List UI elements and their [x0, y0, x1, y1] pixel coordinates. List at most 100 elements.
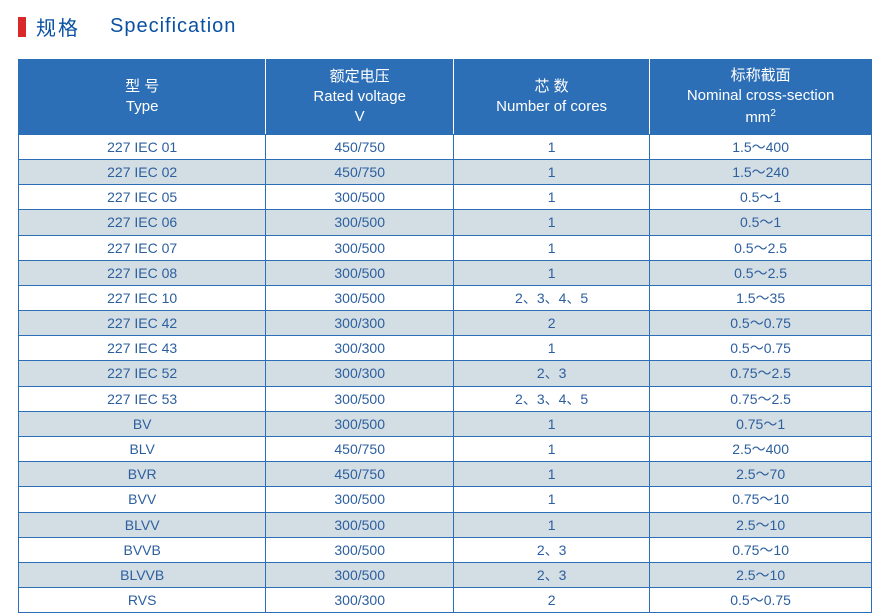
- table-row: BVV300/50010.75～10: [19, 487, 872, 512]
- cell: 300/500: [266, 285, 454, 310]
- cell: BLVV: [19, 512, 266, 537]
- table-row: 227 IEC 53300/5002、3、4、50.75～2.5: [19, 386, 872, 411]
- cell: BLVVB: [19, 562, 266, 587]
- cell: 450/750: [266, 134, 454, 159]
- cell: 2: [454, 588, 650, 613]
- table-row: BV300/50010.75～1: [19, 411, 872, 436]
- table-row: 227 IEC 02450/75011.5～240: [19, 159, 872, 184]
- cell: 2: [454, 311, 650, 336]
- col-header-1: 额定电压Rated voltageV: [266, 60, 454, 135]
- cell: 227 IEC 52: [19, 361, 266, 386]
- cell: 227 IEC 06: [19, 210, 266, 235]
- table-row: RVS300/30020.5～0.75: [19, 588, 872, 613]
- cell: 0.5～0.75: [650, 336, 872, 361]
- table-row: BVVB300/5002、30.75～10: [19, 537, 872, 562]
- cell: BVV: [19, 487, 266, 512]
- cell: 227 IEC 08: [19, 260, 266, 285]
- title-cn: 规格: [36, 12, 80, 41]
- cell: 1.5～400: [650, 134, 872, 159]
- cell: 227 IEC 05: [19, 185, 266, 210]
- cell: BV: [19, 411, 266, 436]
- title-en: Specification: [110, 15, 236, 38]
- cell: 0.75～2.5: [650, 386, 872, 411]
- cell: 450/750: [266, 462, 454, 487]
- cell: 2.5～400: [650, 437, 872, 462]
- cell: 0.75～10: [650, 487, 872, 512]
- cell: 227 IEC 42: [19, 311, 266, 336]
- cell: 0.75～1: [650, 411, 872, 436]
- cell: 300/500: [266, 185, 454, 210]
- cell: 1: [454, 437, 650, 462]
- cell: 300/500: [266, 562, 454, 587]
- cell: 1: [454, 487, 650, 512]
- cell: 1: [454, 185, 650, 210]
- cell: 0.75～2.5: [650, 361, 872, 386]
- cell: 300/500: [266, 386, 454, 411]
- cell: 2.5～10: [650, 512, 872, 537]
- cell: 1: [454, 134, 650, 159]
- cell: 227 IEC 01: [19, 134, 266, 159]
- cell: 300/500: [266, 260, 454, 285]
- table-row: 227 IEC 01450/75011.5～400: [19, 134, 872, 159]
- cell: 0.5～1: [650, 210, 872, 235]
- cell: 1: [454, 411, 650, 436]
- cell: 1: [454, 512, 650, 537]
- table-row: 227 IEC 05300/50010.5～1: [19, 185, 872, 210]
- cell: 1: [454, 336, 650, 361]
- table-row: 227 IEC 43300/30010.5～0.75: [19, 336, 872, 361]
- table-row: 227 IEC 42300/30020.5～0.75: [19, 311, 872, 336]
- cell: 300/500: [266, 487, 454, 512]
- table-row: BLVVB300/5002、32.5～10: [19, 562, 872, 587]
- cell: 0.5～2.5: [650, 235, 872, 260]
- table-row: 227 IEC 08300/50010.5～2.5: [19, 260, 872, 285]
- cell: RVS: [19, 588, 266, 613]
- cell: 450/750: [266, 437, 454, 462]
- cell: 300/300: [266, 336, 454, 361]
- cell: 2、3、4、5: [454, 386, 650, 411]
- cell: 1: [454, 235, 650, 260]
- cell: BVR: [19, 462, 266, 487]
- cell: 2、3: [454, 361, 650, 386]
- cell: 0.5～0.75: [650, 588, 872, 613]
- spec-table: 型 号Type额定电压Rated voltageV芯 数Number of co…: [18, 59, 872, 613]
- cell: 0.5～2.5: [650, 260, 872, 285]
- table-header: 型 号Type额定电压Rated voltageV芯 数Number of co…: [19, 60, 872, 135]
- cell: 1.5～240: [650, 159, 872, 184]
- cell: 2、3、4、5: [454, 285, 650, 310]
- table-row: BLV450/75012.5～400: [19, 437, 872, 462]
- cell: 227 IEC 43: [19, 336, 266, 361]
- cell: 227 IEC 10: [19, 285, 266, 310]
- cell: 227 IEC 02: [19, 159, 266, 184]
- cell: BVVB: [19, 537, 266, 562]
- table-row: BVR450/75012.5～70: [19, 462, 872, 487]
- col-header-3: 标称截面Nominal cross-sectionmm2: [650, 60, 872, 135]
- table-row: 227 IEC 07300/50010.5～2.5: [19, 235, 872, 260]
- cell: 300/500: [266, 512, 454, 537]
- cell: BLV: [19, 437, 266, 462]
- cell: 300/300: [266, 311, 454, 336]
- cell: 300/500: [266, 411, 454, 436]
- cell: 300/500: [266, 210, 454, 235]
- col-header-0: 型 号Type: [19, 60, 266, 135]
- table-row: 227 IEC 52300/3002、30.75～2.5: [19, 361, 872, 386]
- cell: 2、3: [454, 537, 650, 562]
- cell: 300/500: [266, 537, 454, 562]
- cell: 2.5～70: [650, 462, 872, 487]
- title-row: 规格 Specification: [18, 12, 872, 41]
- cell: 0.5～0.75: [650, 311, 872, 336]
- cell: 1: [454, 462, 650, 487]
- cell: 2、3: [454, 562, 650, 587]
- cell: 0.75～10: [650, 537, 872, 562]
- cell: 1.5～35: [650, 285, 872, 310]
- col-header-2: 芯 数Number of cores: [454, 60, 650, 135]
- cell: 1: [454, 260, 650, 285]
- cell: 300/300: [266, 588, 454, 613]
- table-body: 227 IEC 01450/75011.5～400227 IEC 02450/7…: [19, 134, 872, 613]
- cell: 300/300: [266, 361, 454, 386]
- cell: 450/750: [266, 159, 454, 184]
- cell: 227 IEC 53: [19, 386, 266, 411]
- cell: 300/500: [266, 235, 454, 260]
- accent-bar: [18, 17, 26, 37]
- cell: 1: [454, 159, 650, 184]
- cell: 2.5～10: [650, 562, 872, 587]
